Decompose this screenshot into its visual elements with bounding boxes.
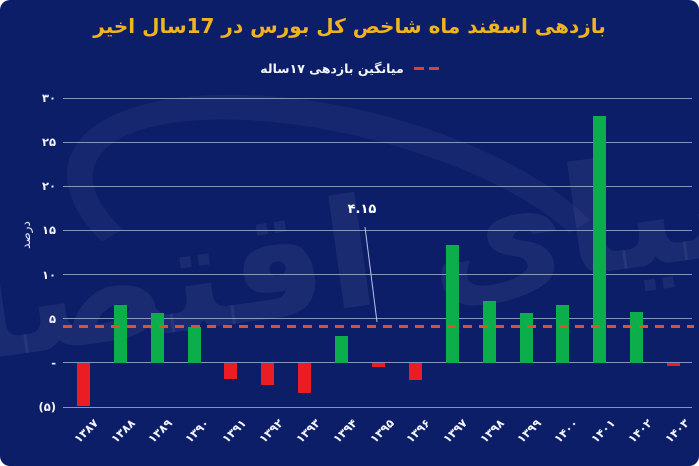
- bar-1398: [482, 301, 496, 363]
- y-tick-label--5: (۵): [38, 400, 56, 414]
- legend-label: میانگین بازدهی ۱۷ساله: [260, 60, 404, 76]
- y-tick-label-25: ۲۵: [41, 135, 56, 150]
- legend: میانگین بازدهی ۱۷ساله: [0, 58, 699, 78]
- bar-1392: [261, 362, 275, 385]
- gridline-25: [63, 141, 692, 143]
- gridline-5: [63, 318, 692, 320]
- bar-1390: [187, 326, 201, 363]
- legend-dash-icon: [413, 66, 439, 70]
- bar-1401: [593, 115, 607, 363]
- average-annotation: ۴.۱۵: [347, 202, 377, 217]
- y-tick-label-10: ۱۰: [41, 267, 56, 282]
- bar-1388: [113, 304, 127, 363]
- bar-1395: [372, 362, 385, 368]
- gridline-30: [63, 97, 692, 99]
- gridline--5: [63, 406, 692, 408]
- y-tick-label-0: -: [51, 355, 56, 370]
- bar-1393: [298, 362, 312, 393]
- bar-1387: [76, 362, 90, 407]
- gridline-20: [63, 185, 692, 187]
- bar-1389: [150, 313, 164, 363]
- gridline-10: [63, 274, 692, 276]
- bar-1400: [556, 305, 570, 363]
- bar-1402: [630, 311, 644, 363]
- bar-1396: [408, 362, 422, 380]
- bar-1397: [445, 245, 459, 363]
- y-tick-label-20: ۲۰: [41, 179, 56, 194]
- chart-title: بازدهی اسفند ماه شاخص کل بورس در 17سال ا…: [93, 14, 606, 38]
- y-tick-label-15: ۱۵: [41, 223, 56, 238]
- bar-1399: [519, 313, 533, 363]
- gridline-15: [63, 229, 692, 231]
- bar-1403: [667, 362, 681, 367]
- average-line: [63, 325, 694, 329]
- bar-1394: [335, 336, 349, 363]
- y-tick-label-30: ۳۰: [41, 91, 56, 105]
- bar-1391: [224, 362, 238, 379]
- y-tick-label-5: ۵: [48, 311, 56, 326]
